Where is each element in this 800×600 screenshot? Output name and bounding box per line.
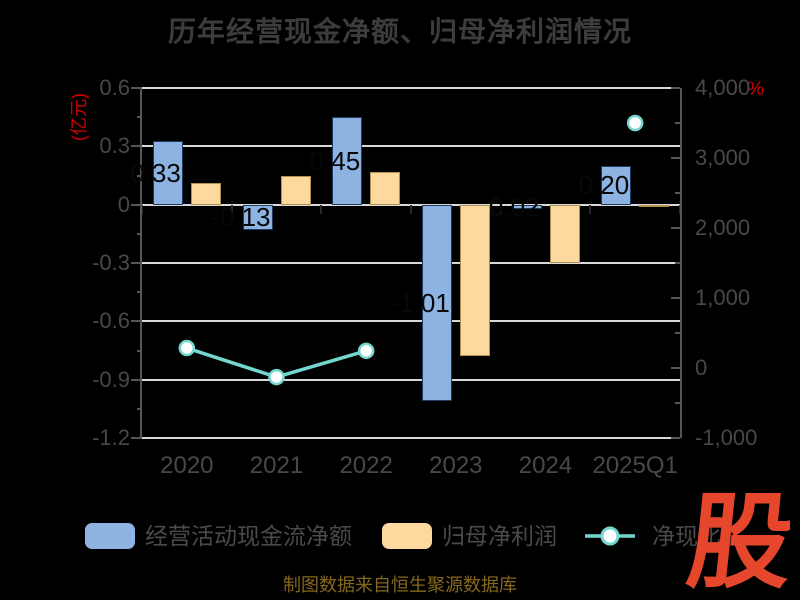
gridline [142,437,680,439]
x-axis-zero-tick [230,204,233,214]
right-axis-tick-label: 0 [695,355,708,380]
right-axis-major-tick [671,437,680,439]
x-axis-label: 2021 [249,452,304,479]
left-axis-major-tick [131,87,142,89]
left-axis-major-tick [131,203,142,206]
right-axis-line [680,88,682,438]
right-axis-minor-tick [675,402,680,404]
line-marker [268,368,285,386]
legend-label-net-cash-ratio: 净现比 [652,523,721,549]
bar-net-profit [459,204,490,357]
gridline [142,87,680,89]
left-axis-minor-tick [137,174,142,177]
left-axis-minor-tick [137,232,142,235]
legend-label-net-profit: 归母净利润 [442,523,557,549]
x-axis-zero-tick [320,204,323,214]
line-marker [357,342,375,360]
left-axis-tick-label: -0.3 [92,250,130,275]
left-axis-minor-tick [137,116,142,119]
bar-value-label: -1.01 [390,287,450,318]
bar-value-label: 0.33 [130,157,181,188]
gridline [142,262,680,264]
right-axis-tick-label: 1,000 [695,285,751,310]
right-axis-major-tick [671,87,680,89]
left-axis-tick-label: 0 [117,191,130,217]
legend-swatch-net-profit [382,523,432,549]
left-axis-tick-label: -0.9 [92,366,130,392]
right-axis-major-tick [671,367,680,369]
right-axis-tick-label: 2,000 [695,215,751,240]
left-axis-minor-tick [137,291,142,294]
x-axis-label: 2020 [160,452,214,479]
bar-value-label: -0.02 [480,191,540,222]
gridline [142,320,680,323]
left-axis-major-tick [131,145,142,148]
x-axis-zero-tick [499,204,502,214]
x-axis-label: 2022 [339,452,393,479]
x-axis-label: 2024 [518,452,573,479]
x-axis-zero-tick [589,204,592,214]
right-axis-tick-label: -1,000 [695,425,758,450]
right-axis-tick-label: 3,000 [695,145,751,170]
right-axis-minor-tick [675,262,680,264]
chart-title: 历年经营现金净额、归母净利润情况 [167,16,632,47]
right-axis-tick-label: 4,000 [695,75,751,100]
line-marker [626,114,644,132]
left-axis-tick-label: -0.6 [92,308,130,334]
right-axis-major-tick [671,297,680,299]
bar-operating-cash [421,204,452,402]
x-axis-label: 2025Q1 [592,452,678,479]
left-axis-minor-tick [137,349,142,352]
right-axis-major-tick [671,157,680,159]
gridline [142,378,680,381]
left-axis-major-tick [131,378,142,381]
bar-operating-cash [152,140,183,205]
gridline [142,145,680,148]
legend-line-marker-sample [585,526,635,546]
data-source-caption: 制图数据来自恒生聚源数据库 [283,575,517,595]
left-axis-tick-label: 0.3 [99,133,130,159]
bar-net-profit [639,204,670,207]
net-cash-ratio-line [178,114,644,386]
legend-label-operating-cash: 经营活动现金流净额 [145,523,352,549]
right-axis-major-tick [671,227,680,229]
bar-net-profit [549,204,580,263]
right-axis-unit-label: % [747,79,764,100]
bar-operating-cash [242,204,273,230]
x-axis-zero-tick [141,204,143,214]
bar-operating-cash [332,117,363,205]
left-axis-major-tick [131,437,142,439]
left-axis-line [140,88,142,438]
bar-net-profit [370,171,401,205]
bar-operating-cash [511,204,542,209]
bar-net-profit [190,183,221,205]
bar-value-label: 0.20 [578,170,630,201]
x-axis-label: 2023 [429,452,483,479]
left-axis-tick-label: -1.2 [92,425,130,450]
left-axis-major-tick [131,262,142,264]
bar-operating-cash [601,165,632,205]
legend-swatch-operating-cash [85,523,135,549]
left-axis-minor-tick [137,407,142,410]
x-axis-zero-tick [410,204,412,214]
right-axis-minor-tick [675,192,680,194]
plot-area: 0.33 -0.13 0.45 -1.01 -0.02 0.20 [130,87,682,439]
right-axis-minor-tick [675,122,680,124]
red-stock-logo: 股 [681,485,799,600]
right-axis-minor-tick [675,332,680,334]
left-axis-major-tick [131,320,142,323]
bar-value-label: -0.13 [211,202,271,233]
left-axis-tick-label: 0.6 [99,75,130,100]
line-marker [178,339,196,357]
bar-value-label: 0.45 [309,145,361,176]
bar-net-profit [280,175,311,205]
